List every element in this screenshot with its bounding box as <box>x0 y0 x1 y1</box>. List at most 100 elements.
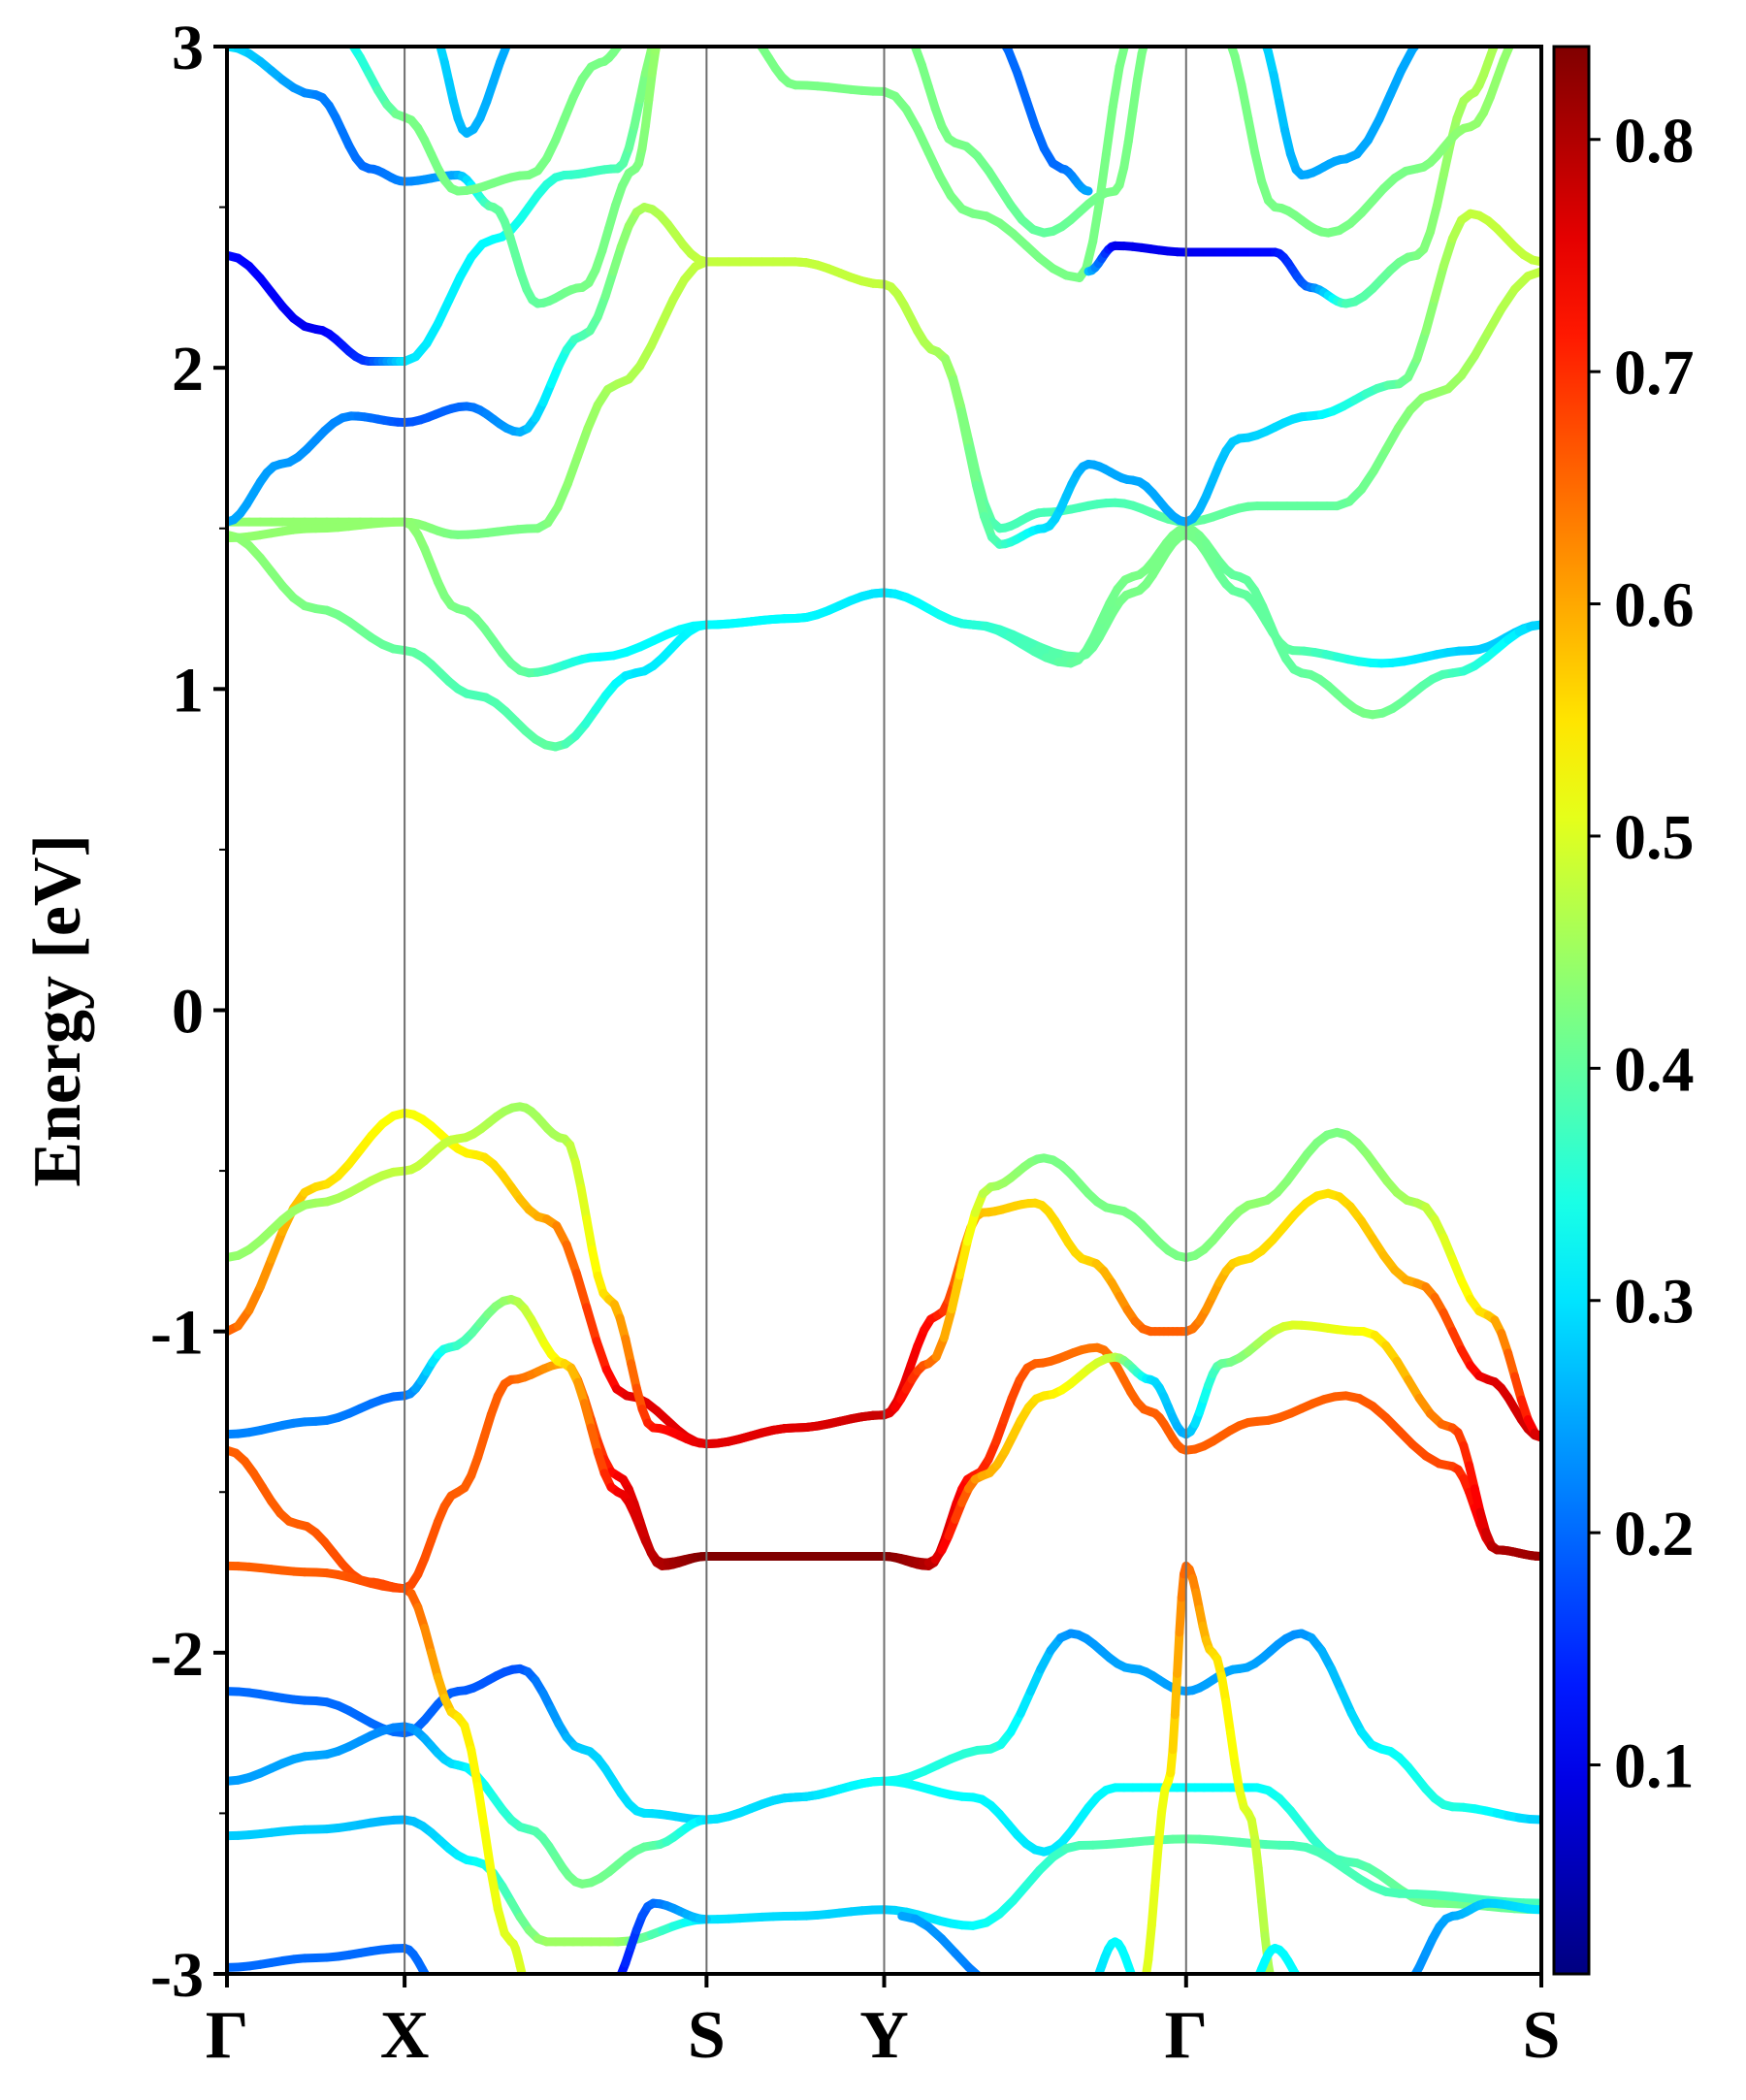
band-segment <box>1255 1977 1258 1984</box>
band-segment <box>1135 1983 1138 1987</box>
band-segment <box>436 1988 440 1990</box>
colorbar-gradient <box>1554 47 1589 1974</box>
band-segment <box>657 30 663 35</box>
band-segment <box>1155 1846 1158 1886</box>
y-axis-label: Energy [eV] <box>20 834 95 1187</box>
band-segment <box>700 1919 707 1920</box>
band-segment <box>1128 111 1133 142</box>
band-segment <box>432 30 436 34</box>
colorbar-tick-label: 0.1 <box>1614 1731 1695 1802</box>
band-segment <box>1272 1984 1275 1990</box>
band-segment <box>1406 1979 1412 1987</box>
band-segment <box>1257 30 1263 36</box>
y-tick-label: -2 <box>150 1619 204 1690</box>
band-segment <box>1248 119 1255 153</box>
band-segment <box>631 30 636 31</box>
band-segment <box>513 30 520 34</box>
band-28 <box>1257 30 1435 175</box>
band-segment <box>627 32 631 36</box>
x-tick-label: Y <box>859 1998 909 2073</box>
band-11 <box>1142 1566 1275 1989</box>
band-segment <box>1139 1988 1142 1990</box>
band-segment <box>1251 1984 1254 1988</box>
band-segment <box>1147 30 1151 36</box>
band-segment <box>1126 30 1133 40</box>
band-segment <box>1151 1886 1154 1925</box>
band-25 <box>990 30 1088 191</box>
band-segment <box>1400 1987 1406 1990</box>
band-segment <box>506 34 513 45</box>
band-segment <box>587 1219 593 1250</box>
band-13 <box>1248 1949 1310 1990</box>
band-segment <box>1502 30 1506 33</box>
band-segment <box>471 1750 478 1787</box>
band-segment <box>432 1984 436 1988</box>
band-segment <box>522 1975 524 1983</box>
colorbar-tick-label: 0.7 <box>1614 338 1695 408</box>
band-segment <box>527 1988 529 1990</box>
band-segment <box>1148 1925 1151 1959</box>
colorbar-tick-label: 0.4 <box>1614 1034 1695 1105</box>
colorbar-tick-label: 0.5 <box>1614 802 1695 873</box>
band-segment <box>1226 1702 1231 1733</box>
band-segment <box>566 1244 576 1274</box>
y-tick-label: -1 <box>150 1298 204 1369</box>
band-segment <box>1297 1977 1302 1984</box>
band-segment <box>1231 1733 1236 1764</box>
band-segment <box>1248 1988 1251 1990</box>
y-tick-label: 3 <box>172 13 204 83</box>
band-segment <box>581 1188 587 1219</box>
band-segment <box>953 380 960 411</box>
band-segment <box>1435 266 1443 299</box>
band-segment <box>478 1787 485 1829</box>
band-segment <box>342 34 351 44</box>
band-3 <box>227 1949 440 1990</box>
band-segment <box>576 1274 586 1308</box>
y-tick-label: 1 <box>172 655 204 726</box>
band-segment <box>1306 1988 1310 1990</box>
band-segment <box>990 30 999 35</box>
colorbar-tick-label: 0.2 <box>1614 1499 1695 1569</box>
band-segment <box>1088 1988 1091 1990</box>
band-12 <box>1088 1942 1142 1990</box>
band-segment <box>995 1987 1009 1990</box>
band-segment <box>1424 30 1435 35</box>
band-segment <box>1178 1632 1180 1673</box>
band-segment <box>334 30 342 33</box>
colorbar-tick-label: 0.6 <box>1614 570 1695 641</box>
x-tick-label: X <box>380 1998 430 2073</box>
band-segment <box>578 429 588 457</box>
band-segment <box>742 30 749 32</box>
band-segment <box>260 1259 271 1287</box>
band-segment <box>1173 1715 1175 1750</box>
band-segment <box>1510 34 1517 45</box>
y-tick-label: 0 <box>172 977 204 1048</box>
band-segment <box>1175 1673 1177 1714</box>
band-segment <box>659 30 662 35</box>
band-4 <box>609 1903 707 1989</box>
band-segment <box>1095 1975 1098 1983</box>
colorbar-tick-label: 0.3 <box>1614 1267 1695 1338</box>
band-segment <box>436 34 440 45</box>
band-segment <box>1119 40 1126 67</box>
band-segment <box>1258 1868 1261 1902</box>
band-23 <box>742 30 1133 277</box>
band-segment <box>1106 107 1113 154</box>
x-tick-label: S <box>1523 1998 1561 2073</box>
band-segment <box>1085 190 1088 191</box>
band-segment <box>1093 202 1100 242</box>
band-segment <box>1092 1983 1095 1987</box>
band-segment <box>902 30 909 34</box>
band-segment <box>1437 175 1443 206</box>
band-segment <box>1497 33 1502 40</box>
band-segment <box>1262 1901 1265 1935</box>
band-segment <box>1517 30 1524 34</box>
band-segment <box>1528 272 1541 276</box>
band-segment <box>622 35 627 40</box>
band-segment <box>587 1308 597 1341</box>
band-segment <box>967 1212 975 1242</box>
band-segment <box>597 1341 606 1371</box>
